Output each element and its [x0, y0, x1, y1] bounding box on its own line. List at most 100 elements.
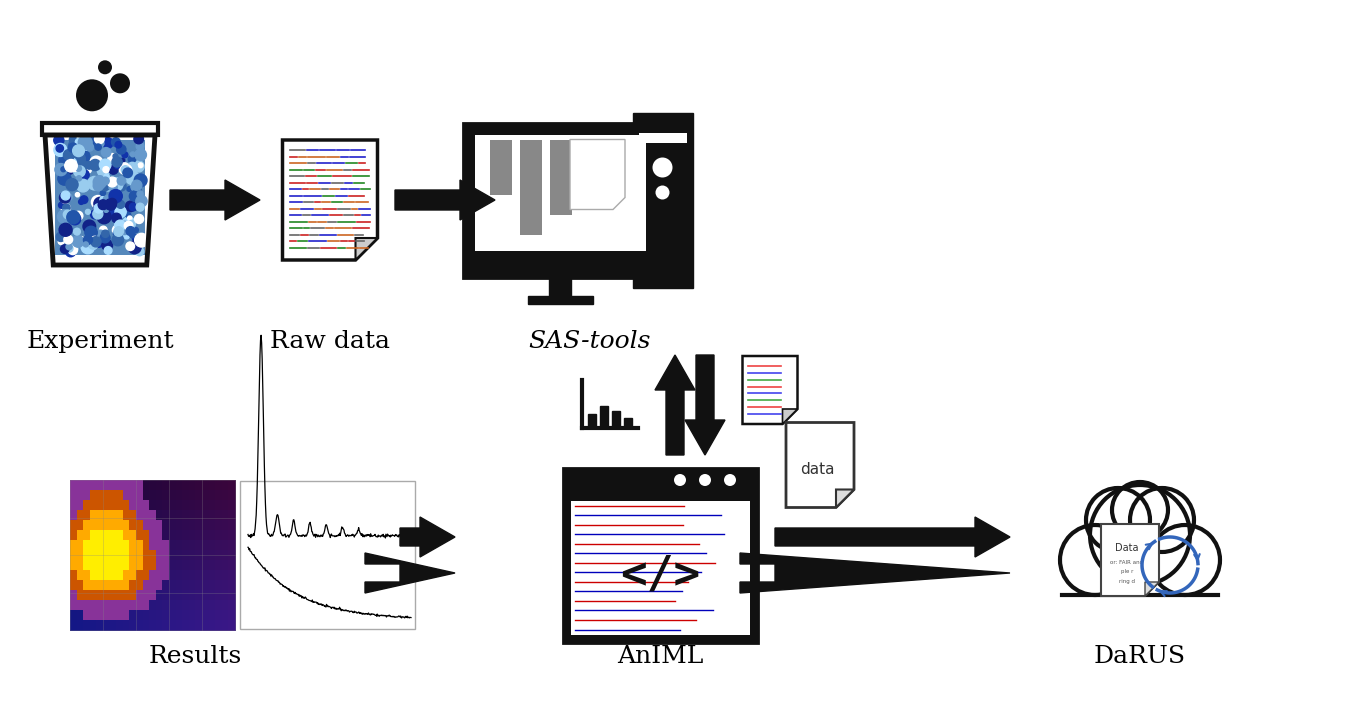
Point: [358, 146, 374, 155]
Bar: [149, 560, 156, 571]
Circle shape: [1131, 488, 1194, 552]
Point: [299, 238, 315, 246]
Polygon shape: [782, 409, 797, 424]
Bar: [90, 560, 97, 571]
Point: [332, 152, 349, 161]
Bar: [215, 560, 223, 571]
Circle shape: [112, 138, 120, 147]
Bar: [215, 520, 223, 531]
Bar: [97, 620, 104, 631]
Circle shape: [92, 196, 105, 208]
Point: [300, 185, 316, 194]
Circle shape: [97, 164, 110, 177]
Bar: [136, 480, 144, 491]
Point: [345, 172, 361, 180]
Polygon shape: [1145, 582, 1159, 596]
Point: [312, 185, 328, 194]
Point: [293, 185, 310, 194]
Bar: [163, 600, 170, 611]
Point: [297, 244, 314, 252]
Circle shape: [66, 194, 73, 201]
Point: [310, 230, 326, 239]
Circle shape: [102, 240, 113, 250]
Circle shape: [83, 220, 96, 233]
Point: [281, 172, 297, 180]
Bar: [156, 570, 163, 581]
Bar: [202, 620, 210, 631]
Point: [336, 198, 353, 206]
Point: [567, 587, 583, 596]
Point: [699, 549, 715, 557]
Bar: [156, 490, 163, 501]
Circle shape: [129, 203, 137, 211]
Point: [307, 165, 323, 174]
Bar: [222, 580, 229, 591]
Bar: [104, 610, 110, 621]
Bar: [175, 500, 183, 511]
Point: [318, 224, 334, 233]
Circle shape: [674, 474, 686, 486]
Bar: [175, 520, 183, 531]
Point: [567, 510, 583, 519]
Circle shape: [58, 239, 65, 245]
Text: Data: Data: [1116, 543, 1139, 553]
Circle shape: [73, 145, 85, 157]
Bar: [122, 580, 131, 591]
Point: [306, 204, 322, 213]
Circle shape: [109, 165, 118, 174]
Bar: [188, 490, 197, 501]
Bar: [175, 530, 183, 541]
Bar: [116, 540, 124, 551]
Bar: [90, 480, 97, 630]
Polygon shape: [836, 489, 853, 508]
Circle shape: [121, 166, 129, 174]
Circle shape: [128, 220, 136, 228]
Bar: [156, 500, 163, 511]
Circle shape: [128, 172, 137, 182]
Circle shape: [118, 163, 131, 174]
Point: [355, 238, 371, 246]
Circle shape: [94, 134, 104, 144]
Bar: [163, 510, 170, 521]
Circle shape: [83, 242, 89, 247]
Point: [302, 238, 318, 246]
Circle shape: [94, 203, 104, 213]
Text: or: FAIR and: or: FAIR and: [1110, 559, 1144, 564]
Point: [296, 198, 312, 206]
Point: [324, 159, 341, 167]
Bar: [156, 480, 163, 630]
Point: [299, 244, 315, 252]
Bar: [70, 540, 78, 551]
Bar: [116, 580, 124, 591]
Point: [353, 211, 369, 220]
Circle shape: [135, 149, 147, 160]
Bar: [549, 140, 572, 215]
Circle shape: [114, 164, 120, 169]
Bar: [599, 406, 608, 428]
Bar: [90, 600, 97, 611]
Point: [668, 597, 684, 605]
Bar: [83, 540, 90, 551]
Text: Raw data: Raw data: [271, 330, 390, 353]
Bar: [97, 510, 104, 521]
Bar: [70, 480, 78, 630]
Bar: [163, 540, 170, 551]
Circle shape: [90, 237, 101, 247]
Bar: [209, 580, 217, 591]
Text: SAS-tools: SAS-tools: [529, 330, 651, 353]
Point: [303, 185, 319, 194]
Bar: [202, 570, 210, 581]
Point: [342, 172, 358, 180]
Point: [346, 238, 362, 246]
Bar: [188, 500, 197, 511]
Circle shape: [128, 241, 141, 254]
Circle shape: [58, 210, 71, 224]
Bar: [149, 600, 156, 611]
Bar: [195, 570, 203, 581]
Point: [330, 218, 346, 226]
Bar: [122, 540, 131, 551]
Bar: [170, 580, 176, 591]
Point: [330, 244, 346, 252]
Point: [306, 165, 322, 174]
Bar: [215, 610, 223, 621]
